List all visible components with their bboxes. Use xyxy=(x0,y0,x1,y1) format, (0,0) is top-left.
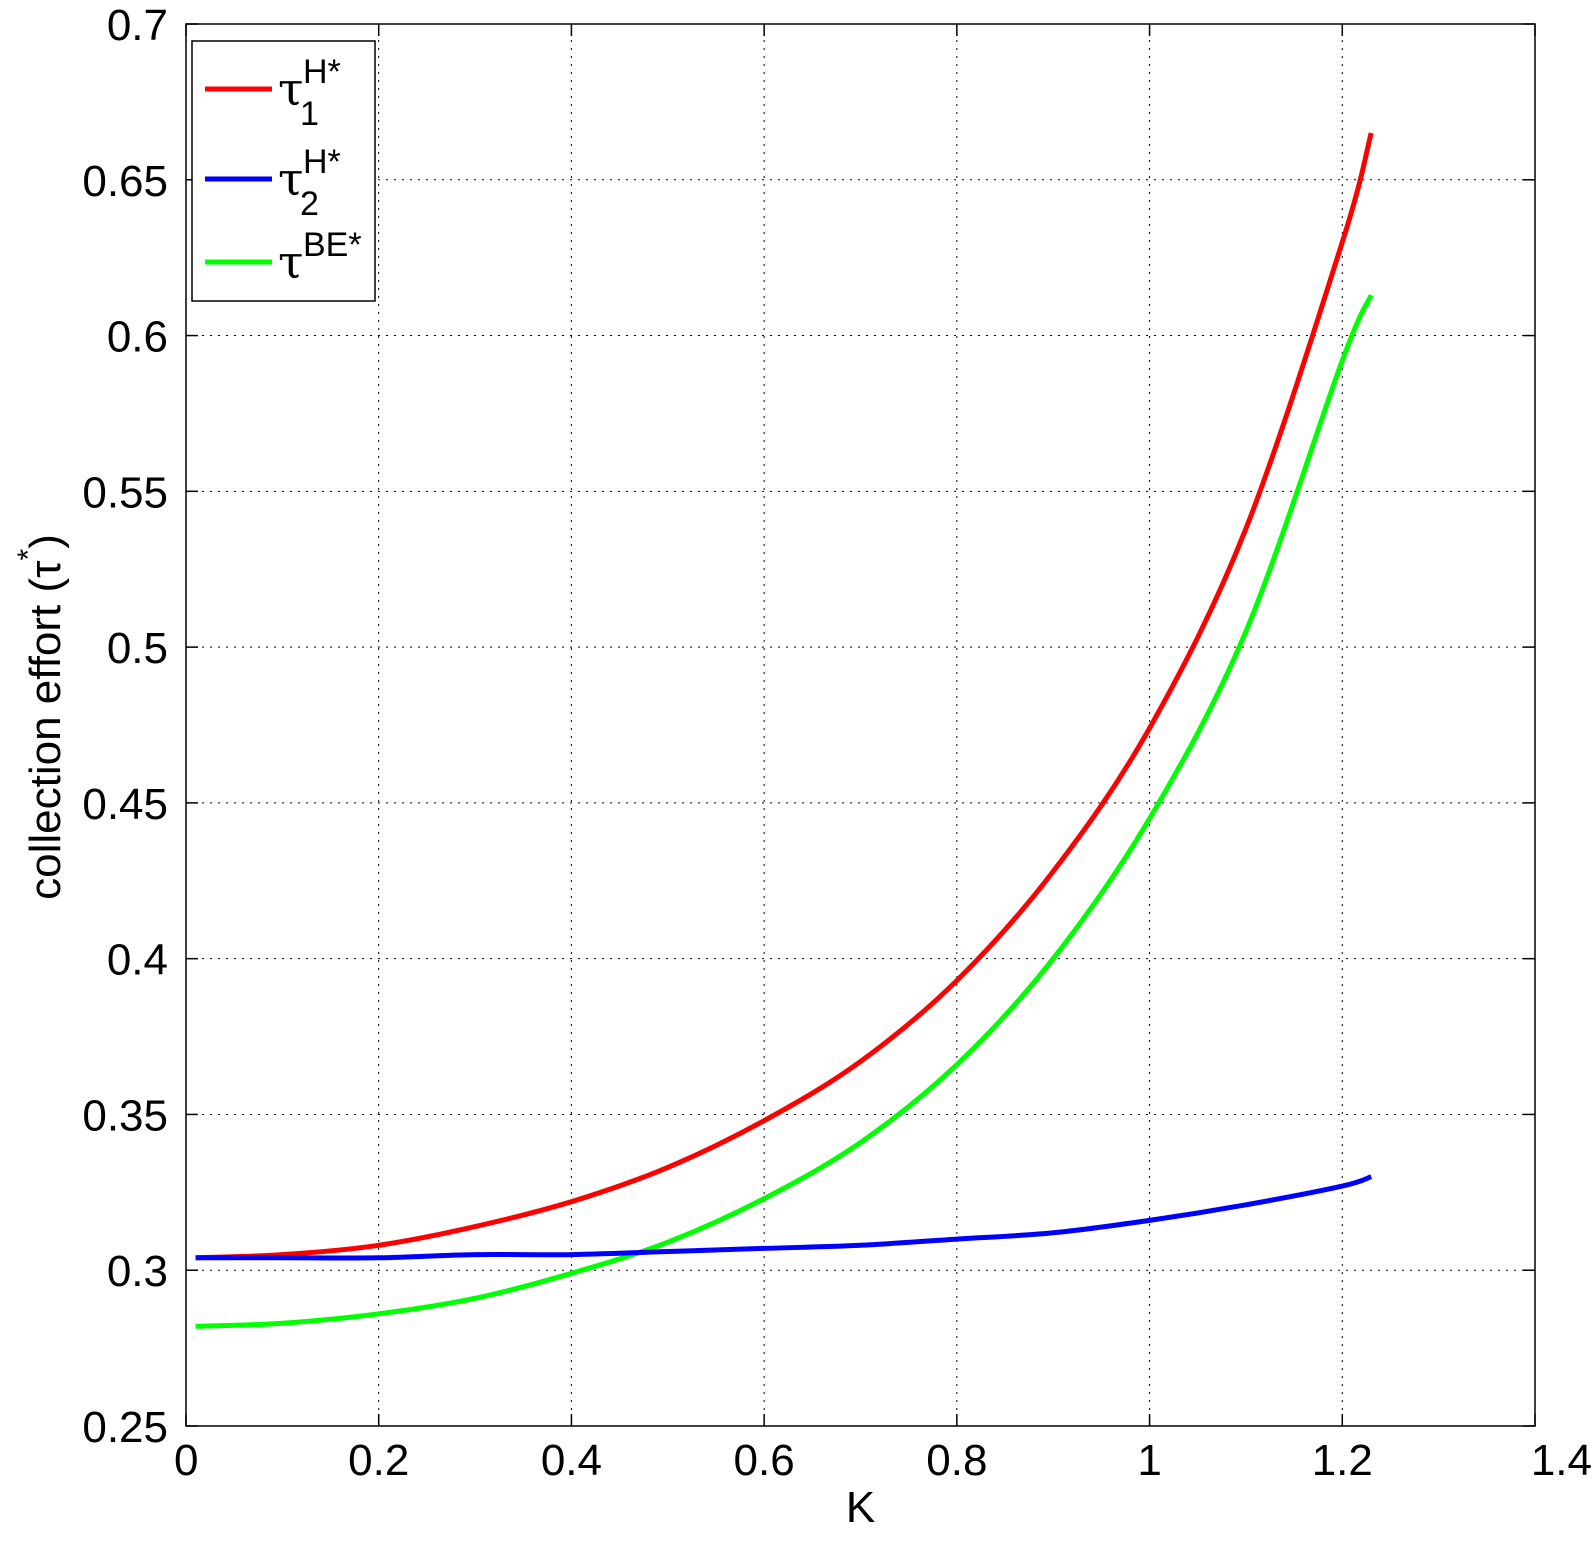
legend-box xyxy=(191,40,376,302)
axis-ticks: 0 0.2 0.4 0.6 0.8 1 1.2 1.4 0.25 0.3 0.35 0.4 0.45 0.… xyxy=(82,1,1592,1485)
legend-subscript: 2 xyxy=(300,185,319,223)
y-tick-label: 0.6 xyxy=(107,313,168,362)
legend-label: τ xyxy=(278,62,303,116)
x-tick-label: 0 xyxy=(174,1436,198,1485)
legend-superscript: BE* xyxy=(303,226,362,264)
legend-superscript: H* xyxy=(303,53,341,91)
y-tick-label: 0.45 xyxy=(82,780,168,829)
series-line-2 xyxy=(195,1174,1373,1261)
legend-label: τ xyxy=(278,235,303,289)
y-axis-label: collection effort (τ*) xyxy=(12,534,70,900)
y-tick-label: 0.65 xyxy=(82,157,168,206)
y-tick-label: 0.4 xyxy=(107,936,168,985)
grid-lines xyxy=(186,24,1535,1426)
y-tick-label: 0.55 xyxy=(82,468,168,517)
x-tick-label: 0.8 xyxy=(926,1436,987,1485)
x-axis-label: K xyxy=(846,1483,875,1532)
y-tick-label: 0.5 xyxy=(107,624,168,673)
y-tick-label: 0.35 xyxy=(82,1091,168,1140)
series-lines xyxy=(195,132,1374,1329)
x-tick-label: 0.2 xyxy=(348,1436,409,1485)
plot-area-frame xyxy=(185,23,1536,1427)
x-tick-label: 0.4 xyxy=(541,1436,602,1485)
y-tick-label: 0.3 xyxy=(107,1247,168,1296)
x-tick-label: 1.4 xyxy=(1531,1436,1592,1485)
series-line-3 xyxy=(195,294,1374,1329)
series-line-1 xyxy=(195,132,1374,1261)
legend-label: τ xyxy=(278,152,303,206)
x-tick-label: 0.6 xyxy=(734,1436,795,1485)
legend: τ H*1τ H*2τ BE* xyxy=(191,40,376,302)
legend-superscript: H* xyxy=(303,143,341,181)
x-tick-label: 1.2 xyxy=(1312,1436,1373,1485)
y-tick-label: 0.7 xyxy=(107,1,168,50)
y-tick-label: 0.25 xyxy=(82,1403,168,1452)
legend-subscript: 1 xyxy=(300,95,319,133)
x-tick-label: 1 xyxy=(1137,1436,1161,1485)
